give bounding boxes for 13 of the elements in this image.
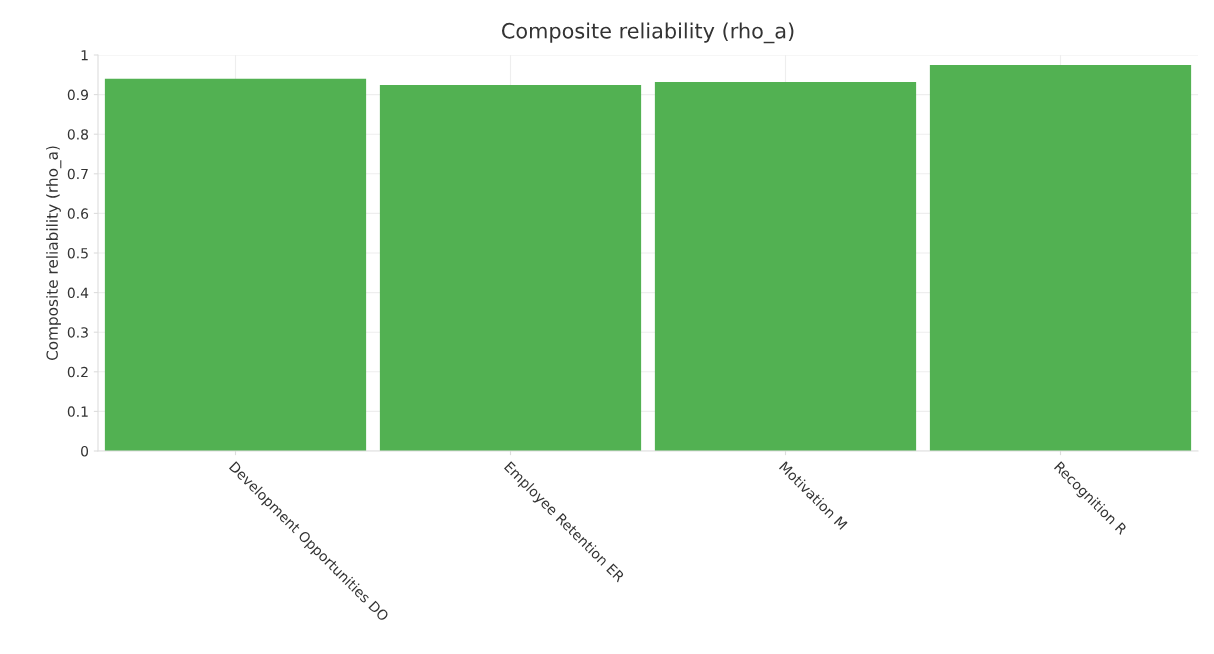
y-tick-label: 0.8	[67, 129, 89, 140]
y-tick-label: 0.9	[67, 89, 88, 101]
y-tick-label: 0	[81, 445, 89, 457]
y-tick-label: 0.5	[67, 247, 88, 259]
y-axis-title: Composite reliability (rho_a)	[46, 146, 62, 361]
y-tick-label: 1	[81, 50, 88, 61]
y-tick-label: 0.7	[67, 168, 88, 180]
y-tick-label: 0.3	[67, 327, 88, 338]
y-tick-label: 0.2	[67, 366, 88, 378]
y-tick-label: 0.1	[67, 406, 88, 417]
y-tick-label: 0.4	[67, 287, 89, 299]
y-tick-label: 0.6	[67, 208, 89, 219]
chart-title: Composite reliability (rho_a)	[501, 22, 794, 44]
